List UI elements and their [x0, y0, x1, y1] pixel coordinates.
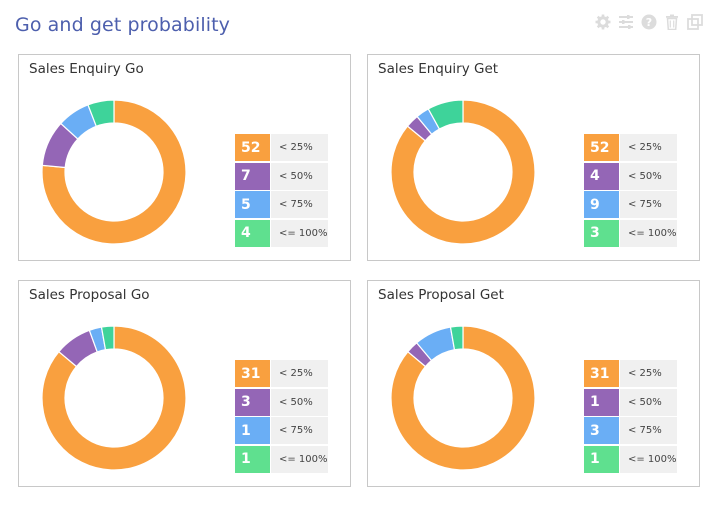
legend-row-lt-50[interactable]: 4 < 50% — [584, 162, 677, 190]
chart-panel-sales-enquiry-go: Sales Enquiry Go 52 < 25% 7 < 50% 5 < 75% 4 <= … — [18, 54, 351, 261]
legend-value: 3 — [235, 388, 270, 416]
legend-label: < 50% — [620, 388, 677, 416]
legend-value: 1 — [584, 445, 619, 473]
legend-label: < 75% — [271, 191, 328, 218]
chart-title: Sales Enquiry Get — [378, 61, 499, 77]
legend-label: < 25% — [271, 134, 328, 161]
toolbar: ? — [594, 13, 703, 30]
legend-row-lt-25[interactable]: 31 < 25% — [584, 360, 677, 387]
legend-row-lt-25[interactable]: 52 < 25% — [235, 134, 328, 161]
legend-row-lt-50[interactable]: 7 < 50% — [235, 162, 328, 190]
chart-panel-sales-enquiry-get: Sales Enquiry Get 52 < 25% 4 < 50% 9 < 75% 3 <=… — [367, 54, 700, 261]
window-restore-icon[interactable] — [686, 13, 703, 30]
donut-slice-lt-25[interactable] — [390, 325, 536, 471]
donut-chart — [41, 99, 187, 245]
donut-slice-lt-25[interactable] — [41, 325, 187, 471]
legend-value: 31 — [584, 360, 619, 387]
legend-value: 4 — [235, 219, 270, 247]
legend-label: <= 100% — [271, 445, 328, 473]
chart-title: Sales Enquiry Go — [29, 61, 144, 77]
legend-value: 1 — [584, 388, 619, 416]
donut-slice-lte-100[interactable] — [100, 325, 115, 351]
donut-slice-lte-100[interactable] — [449, 325, 464, 351]
legend-row-lt-75[interactable]: 3 < 75% — [584, 417, 677, 444]
gear-icon[interactable] — [594, 13, 611, 30]
legend-row-lt-75[interactable]: 9 < 75% — [584, 191, 677, 218]
legend-row-lt-75[interactable]: 5 < 75% — [235, 191, 328, 218]
legend-value: 3 — [584, 219, 619, 247]
chart-title: Sales Proposal Get — [378, 287, 504, 303]
legend-label: < 75% — [620, 191, 677, 218]
chart-legend: 31 < 25% 1 < 50% 3 < 75% 1 <= 100% — [584, 360, 677, 474]
sliders-icon[interactable] — [617, 13, 634, 30]
help-icon[interactable]: ? — [640, 13, 657, 30]
legend-row-lt-25[interactable]: 52 < 25% — [584, 134, 677, 161]
legend-label: < 50% — [271, 388, 328, 416]
donut-chart — [41, 325, 187, 471]
legend-value: 7 — [235, 162, 270, 190]
legend-value: 3 — [584, 417, 619, 444]
legend-value: 31 — [235, 360, 270, 387]
legend-value: 5 — [235, 191, 270, 218]
legend-row-lt-50[interactable]: 1 < 50% — [584, 388, 677, 416]
chart-title: Sales Proposal Go — [29, 287, 150, 303]
donut-slice-lt-25[interactable] — [390, 99, 536, 245]
chart-legend: 31 < 25% 3 < 50% 1 < 75% 1 <= 100% — [235, 360, 328, 474]
chart-legend: 52 < 25% 7 < 50% 5 < 75% 4 <= 100% — [235, 134, 328, 248]
legend-label: < 25% — [271, 360, 328, 387]
page-title: Go and get probability — [15, 14, 230, 36]
legend-row-lt-25[interactable]: 31 < 25% — [235, 360, 328, 387]
legend-row-lte-100[interactable]: 1 <= 100% — [235, 445, 328, 473]
donut-chart — [390, 99, 536, 245]
legend-row-lt-50[interactable]: 3 < 50% — [235, 388, 328, 416]
legend-label: < 75% — [271, 417, 328, 444]
chart-panel-sales-proposal-get: Sales Proposal Get 31 < 25% 1 < 50% 3 < 75% 1 <… — [367, 280, 700, 487]
legend-row-lte-100[interactable]: 4 <= 100% — [235, 219, 328, 247]
legend-value: 52 — [584, 134, 619, 161]
legend-value: 1 — [235, 417, 270, 444]
donut-slice-lte-100[interactable] — [87, 99, 115, 128]
chart-legend: 52 < 25% 4 < 50% 9 < 75% 3 <= 100% — [584, 134, 677, 248]
legend-value: 1 — [235, 445, 270, 473]
legend-label: < 75% — [620, 417, 677, 444]
legend-row-lte-100[interactable]: 3 <= 100% — [584, 219, 677, 247]
svg-text:?: ? — [645, 16, 651, 29]
chart-panel-sales-proposal-go: Sales Proposal Go 31 < 25% 3 < 50% 1 < 75% 1 <=… — [18, 280, 351, 487]
donut-slice-lte-100[interactable] — [427, 99, 464, 130]
legend-value: 52 — [235, 134, 270, 161]
donut-chart — [390, 325, 536, 471]
legend-row-lte-100[interactable]: 1 <= 100% — [584, 445, 677, 473]
legend-label: < 50% — [620, 162, 677, 190]
legend-row-lt-75[interactable]: 1 < 75% — [235, 417, 328, 444]
legend-label: < 50% — [271, 162, 328, 190]
legend-value: 4 — [584, 162, 619, 190]
legend-label: < 25% — [620, 134, 677, 161]
trash-icon[interactable] — [663, 13, 680, 30]
donut-slice-lt-25[interactable] — [41, 99, 187, 245]
legend-label: <= 100% — [620, 219, 677, 247]
legend-value: 9 — [584, 191, 619, 218]
legend-label: <= 100% — [620, 445, 677, 473]
legend-label: <= 100% — [271, 219, 328, 247]
legend-label: < 25% — [620, 360, 677, 387]
